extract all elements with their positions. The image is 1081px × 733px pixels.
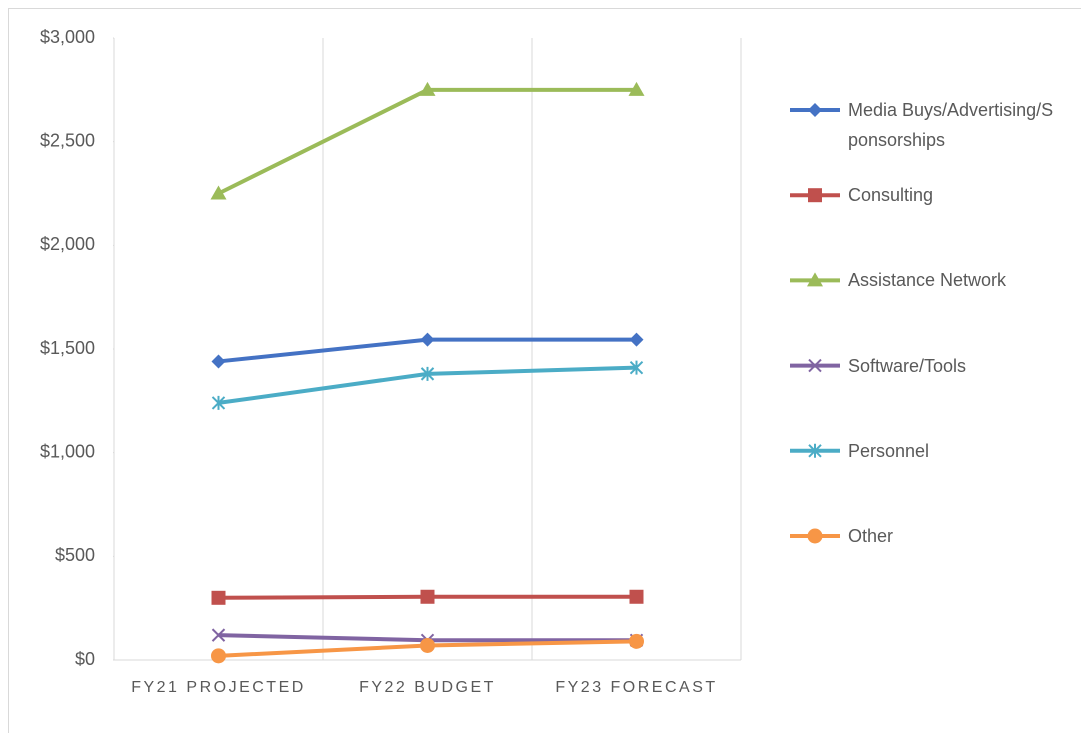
y-tick-label: $1,000 xyxy=(40,441,95,461)
legend-marker xyxy=(808,443,822,458)
y-tick-label: $1,500 xyxy=(40,338,95,358)
legend-marker xyxy=(808,103,822,117)
y-tick-label: $500 xyxy=(55,545,95,565)
x-tick-label: FY22 BUDGET xyxy=(359,679,496,696)
y-tick-label: $3,000 xyxy=(40,27,95,47)
legend-marker xyxy=(808,358,822,373)
legend-marker xyxy=(808,188,822,203)
data-point xyxy=(419,81,436,96)
data-point xyxy=(211,628,226,642)
y-tick-label: $2,500 xyxy=(40,130,95,150)
data-point xyxy=(211,590,226,605)
legend-label: Assistance Network xyxy=(848,270,1007,291)
data-point xyxy=(629,589,644,604)
legend-marker xyxy=(807,528,823,544)
data-point xyxy=(211,395,226,410)
legend-label: Consulting xyxy=(848,185,934,206)
data-point xyxy=(629,633,644,649)
legend-label: Media Buys/Advertising/Sponsorships xyxy=(848,100,1054,150)
x-tick-label: FY21 PROJECTED xyxy=(131,679,306,696)
legend-label: Other xyxy=(848,526,894,546)
legend-marker xyxy=(807,272,823,287)
legend-label: Personnel xyxy=(848,440,930,461)
x-tick-label: FY23 FORECAST xyxy=(555,679,717,696)
data-point xyxy=(629,360,644,375)
data-point xyxy=(628,81,645,96)
data-point xyxy=(420,589,435,604)
legend-label: Software/Tools xyxy=(848,355,967,376)
data-point xyxy=(420,637,435,653)
y-tick-label: $2,000 xyxy=(40,234,95,254)
chart-border xyxy=(8,8,1081,733)
data-point xyxy=(420,366,435,381)
data-point xyxy=(211,354,226,369)
data-point xyxy=(210,185,227,200)
y-tick-label: $0 xyxy=(75,649,95,669)
data-point xyxy=(420,332,435,347)
series-line xyxy=(217,87,637,196)
data-point xyxy=(211,648,226,664)
data-point xyxy=(629,332,644,347)
